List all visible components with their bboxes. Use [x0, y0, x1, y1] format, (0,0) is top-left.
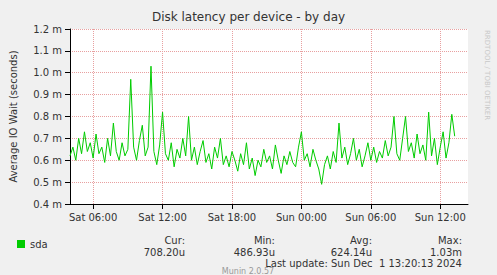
- svg-text:0.6 m: 0.6 m: [33, 155, 62, 166]
- svg-text:RRDTOOL / TOBI OETIKER: RRDTOOL / TOBI OETIKER: [483, 30, 491, 120]
- svg-text:1.2 m: 1.2 m: [33, 24, 62, 35]
- svg-text:Sun 12:00: Sun 12:00: [415, 212, 466, 223]
- svg-text:1.03m: 1.03m: [430, 247, 462, 258]
- svg-text:Avg:: Avg:: [350, 235, 372, 246]
- svg-text:Average IO Wait (seconds): Average IO Wait (seconds): [8, 50, 19, 182]
- svg-text:486.93u: 486.93u: [234, 247, 275, 258]
- svg-text:1.0 m: 1.0 m: [33, 67, 62, 78]
- svg-text:Sat 06:00: Sat 06:00: [69, 212, 117, 223]
- svg-text:1.1 m: 1.1 m: [33, 45, 62, 56]
- svg-text:624.14u: 624.14u: [331, 247, 372, 258]
- svg-text:0.9 m: 0.9 m: [33, 89, 62, 100]
- svg-text:sda: sda: [30, 239, 48, 250]
- svg-text:Disk latency per device - by d: Disk latency per device - by day: [152, 10, 345, 24]
- svg-text:0.7 m: 0.7 m: [33, 133, 62, 144]
- svg-text:Sun 00:00: Sun 00:00: [276, 212, 327, 223]
- svg-text:Max:: Max:: [438, 235, 462, 246]
- svg-text:0.4 m: 0.4 m: [33, 199, 62, 210]
- svg-text:Cur:: Cur:: [164, 235, 185, 246]
- svg-text:Munin 2.0.57: Munin 2.0.57: [222, 267, 274, 275]
- svg-text:Sat 12:00: Sat 12:00: [138, 212, 186, 223]
- svg-text:0.5 m: 0.5 m: [33, 177, 62, 188]
- svg-text:Min:: Min:: [254, 235, 275, 246]
- svg-text:0.8 m: 0.8 m: [33, 111, 62, 122]
- svg-text:708.20u: 708.20u: [144, 247, 185, 258]
- svg-text:Sun 06:00: Sun 06:00: [345, 212, 396, 223]
- svg-text:Sat 18:00: Sat 18:00: [208, 212, 256, 223]
- svg-text:Last update: Sun Dec 1 13:20:: Last update: Sun Dec 1 13:20:13 2024: [265, 258, 462, 269]
